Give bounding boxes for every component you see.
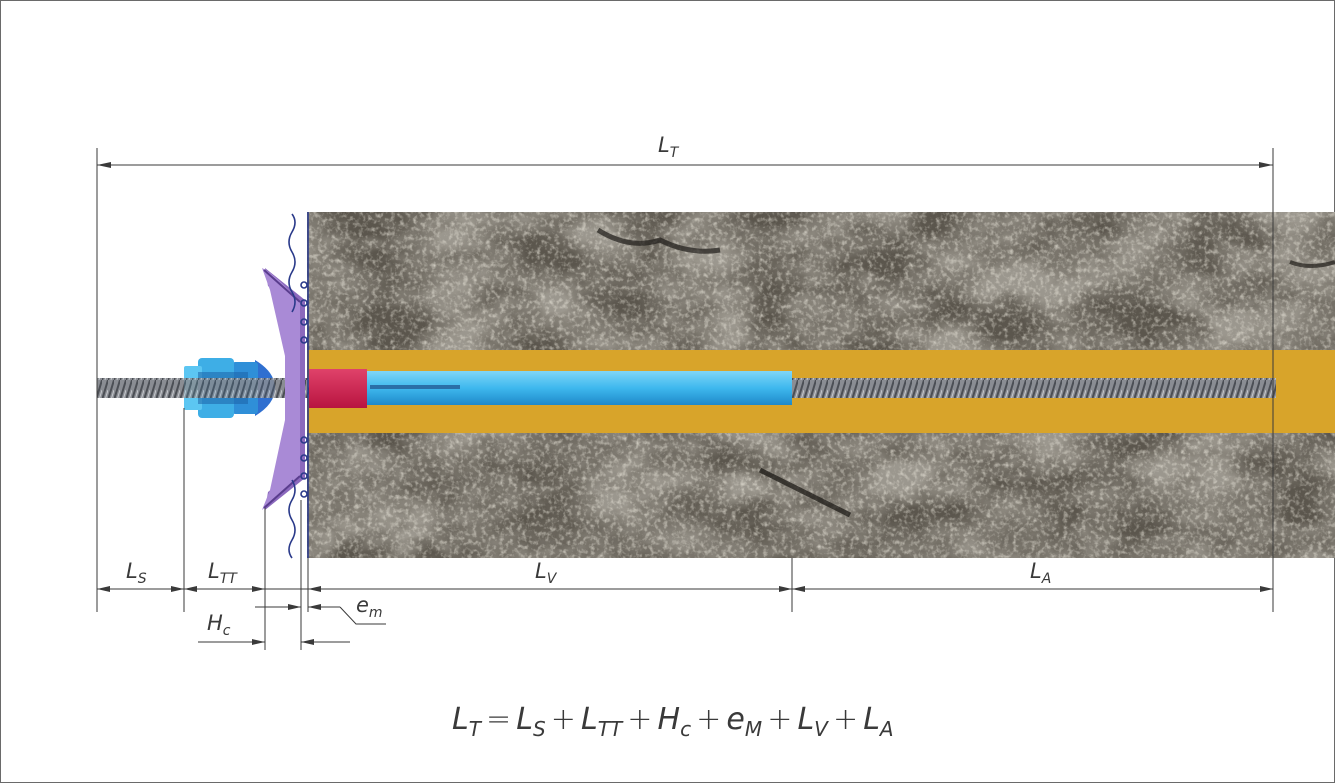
label-LA: LA xyxy=(1030,559,1051,587)
free-length-sleeve xyxy=(365,371,792,405)
total-length-formula: LT = LS + LTT + Hc + eM + LV + LA xyxy=(452,702,894,741)
seal-plug xyxy=(309,369,367,408)
dimension-lines xyxy=(96,148,1274,650)
wire-mesh xyxy=(288,212,309,559)
rock-mass xyxy=(307,212,1335,558)
label-em: em xyxy=(356,593,383,621)
threaded-bar-anchored xyxy=(790,378,1276,398)
label-Lv: LV xyxy=(535,559,558,587)
label-LTT: LTT xyxy=(208,559,238,587)
label-Ls: LS xyxy=(126,559,147,587)
nut-assembly xyxy=(184,358,280,418)
label-Hc: Hc xyxy=(207,611,231,639)
label-LT: LT xyxy=(658,133,680,161)
